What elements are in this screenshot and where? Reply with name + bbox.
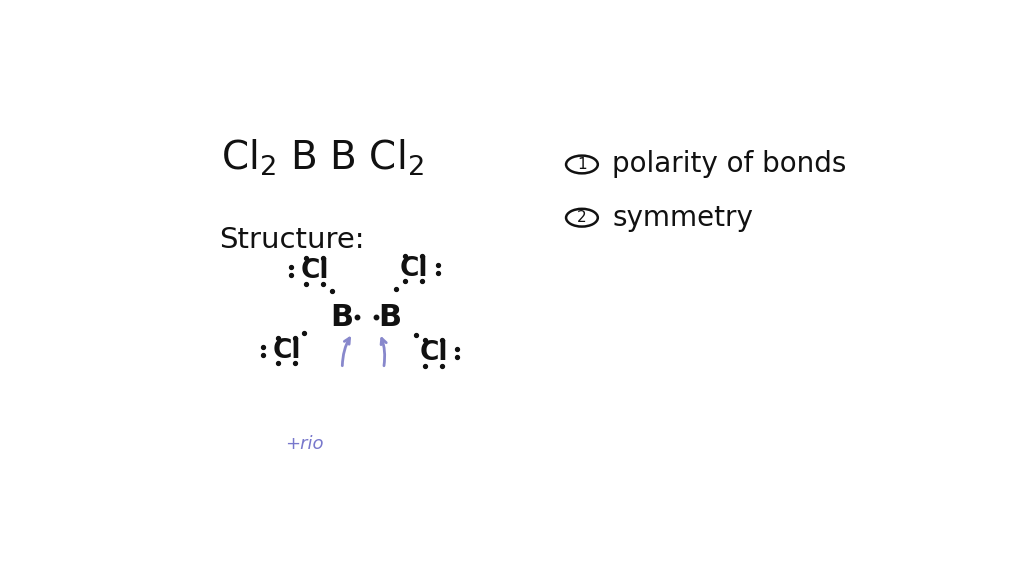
Text: Structure:: Structure:	[219, 226, 365, 254]
Text: Cl: Cl	[419, 340, 447, 366]
Text: 2: 2	[578, 210, 587, 225]
Text: Cl: Cl	[300, 258, 329, 284]
Text: 1: 1	[578, 157, 587, 172]
Text: polarity of bonds: polarity of bonds	[612, 150, 847, 179]
Text: symmetry: symmetry	[612, 204, 753, 232]
Text: B: B	[331, 303, 354, 332]
Text: B: B	[378, 303, 401, 332]
Text: $\mathdefault{Cl_2\ B\ B\ Cl_2}$: $\mathdefault{Cl_2\ B\ B\ Cl_2}$	[221, 138, 424, 178]
Text: Cl: Cl	[399, 256, 428, 282]
Text: +rio: +rio	[285, 435, 324, 453]
Text: Cl: Cl	[272, 338, 301, 364]
